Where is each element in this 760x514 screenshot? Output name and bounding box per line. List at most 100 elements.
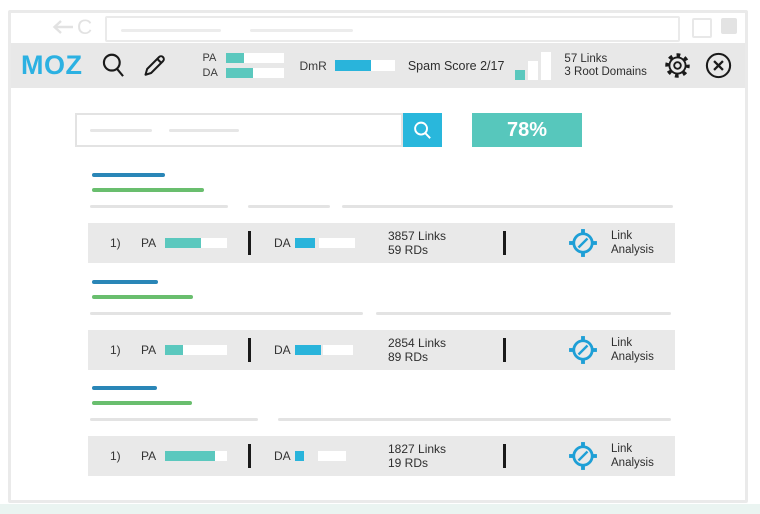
- da-meter-track: [318, 451, 346, 461]
- result-snippet-lines: [90, 205, 673, 208]
- spam-bar-chart-icon: [515, 51, 552, 80]
- pa-label: PA: [141, 236, 157, 250]
- address-bar[interactable]: [105, 16, 680, 42]
- mozbar-metrics-row: 1) PA DA 3857 Links 59 RDs Link Analysis: [88, 223, 675, 263]
- snippet-segment: [90, 205, 228, 208]
- pa-meter: [165, 238, 227, 248]
- da-label: DA: [274, 236, 291, 250]
- snippet-segment: [90, 418, 258, 421]
- pa-meter: [225, 53, 284, 63]
- result-snippet-lines: [90, 418, 671, 421]
- da-meter-fill: [225, 68, 253, 78]
- pa-label: PA: [141, 343, 157, 357]
- browser-window: C MOZ PA DA: [8, 10, 748, 503]
- da-meter: [295, 238, 355, 248]
- result-url-line: [92, 401, 192, 405]
- extension-slot-icon[interactable]: [692, 18, 712, 38]
- divider: [248, 338, 251, 362]
- gear-icon[interactable]: [663, 51, 692, 80]
- search-icon: [414, 121, 431, 139]
- link-metrics-summary: 57 Links 3 Root Domains: [564, 53, 646, 79]
- url-placeholder-line: [250, 29, 353, 32]
- root-domains-count: 3 Root Domains: [564, 65, 647, 78]
- link-metrics: 3857 Links 59 RDs: [388, 229, 446, 257]
- mozbar-metrics-row: 1) PA DA 2854 Links 89 RDs Link Analysis: [88, 330, 675, 370]
- pencil-icon[interactable]: [139, 51, 169, 81]
- rds-count: 89 RDs: [388, 350, 429, 364]
- score-badge: 78%: [472, 113, 582, 147]
- result-rank: 1): [110, 449, 121, 463]
- query-placeholder-line: [90, 129, 152, 132]
- da-label: DA: [274, 449, 291, 463]
- snippet-segment: [376, 312, 671, 315]
- mozbar-metrics-row: 1) PA DA 1827 Links 19 RDs Link Analysis: [88, 436, 675, 476]
- da-meter-fill: [295, 238, 315, 248]
- links-count: 1827 Links: [388, 442, 447, 456]
- link-analysis-label[interactable]: Link Analysis: [611, 230, 654, 256]
- result-rank: 1): [110, 236, 121, 250]
- da-meter-fill: [295, 451, 304, 461]
- snippet-segment: [278, 418, 671, 421]
- extension-button-icon[interactable]: [721, 18, 737, 34]
- spam-chart-bar: [528, 60, 539, 80]
- moz-logo: MOZ: [21, 50, 83, 80]
- spam-chart-bar: [541, 51, 552, 80]
- pa-meter: [165, 451, 227, 461]
- dmr-label: DmR: [299, 58, 327, 73]
- result-title-line: [92, 280, 158, 284]
- link-metrics: 1827 Links 19 RDs: [388, 442, 446, 470]
- rds-count: 59 RDs: [388, 243, 429, 257]
- da-meter: [295, 345, 353, 355]
- pa-meter: [165, 345, 227, 355]
- search-button[interactable]: [403, 113, 442, 147]
- spam-chart-bar: [515, 69, 526, 80]
- reload-icon[interactable]: C: [77, 16, 93, 39]
- divider: [503, 338, 506, 362]
- browser-chrome: C: [11, 13, 745, 43]
- dmr-meter-fill: [334, 60, 371, 71]
- divider: [248, 444, 251, 468]
- pa-meter-fill: [165, 238, 201, 248]
- da-meter-fill: [295, 345, 321, 355]
- result-url-line: [92, 295, 193, 299]
- links-count: 57 Links: [564, 52, 608, 65]
- pa-meter-fill: [165, 451, 215, 461]
- moz-toolbar: MOZ PA DA DmR Spam S: [11, 43, 745, 88]
- back-icon[interactable]: [51, 19, 75, 40]
- query-placeholder-line: [169, 129, 239, 132]
- pa-meter-fill: [225, 53, 244, 63]
- rds-count: 19 RDs: [388, 456, 429, 470]
- da-meter-track: [319, 238, 355, 248]
- links-count: 2854 Links: [388, 336, 447, 350]
- url-placeholder-line: [121, 29, 221, 32]
- result-url-line: [92, 188, 204, 192]
- da-label: DA: [202, 66, 218, 79]
- divider: [503, 444, 506, 468]
- link-analysis-icon[interactable]: [568, 441, 598, 476]
- dmr-meter: [334, 60, 395, 71]
- link-metrics: 2854 Links 89 RDs: [388, 336, 446, 364]
- link-analysis-icon[interactable]: [568, 335, 598, 370]
- snippet-segment: [90, 312, 363, 315]
- search-input[interactable]: [75, 113, 403, 147]
- search-icon[interactable]: [100, 51, 127, 81]
- link-analysis-label[interactable]: Link Analysis: [611, 443, 654, 469]
- spam-score-label: Spam Score 2/17: [407, 58, 505, 73]
- links-count: 3857 Links: [388, 229, 447, 243]
- result-snippet-lines: [90, 312, 671, 315]
- da-meter: [225, 68, 284, 78]
- result-rank: 1): [110, 343, 121, 357]
- result-title-line: [92, 386, 157, 390]
- pa-label: PA: [202, 51, 217, 64]
- da-label: DA: [274, 343, 291, 357]
- pa-meter-fill: [165, 345, 183, 355]
- divider: [503, 231, 506, 255]
- link-analysis-icon[interactable]: [568, 228, 598, 263]
- pa-da-meter-group: PA DA: [202, 51, 284, 79]
- da-meter: [295, 451, 346, 461]
- dmr-meter-group: DmR: [300, 59, 395, 73]
- da-meter-track: [323, 345, 353, 355]
- result-title-line: [92, 173, 165, 177]
- close-icon[interactable]: [704, 51, 733, 80]
- link-analysis-label[interactable]: Link Analysis: [611, 337, 654, 363]
